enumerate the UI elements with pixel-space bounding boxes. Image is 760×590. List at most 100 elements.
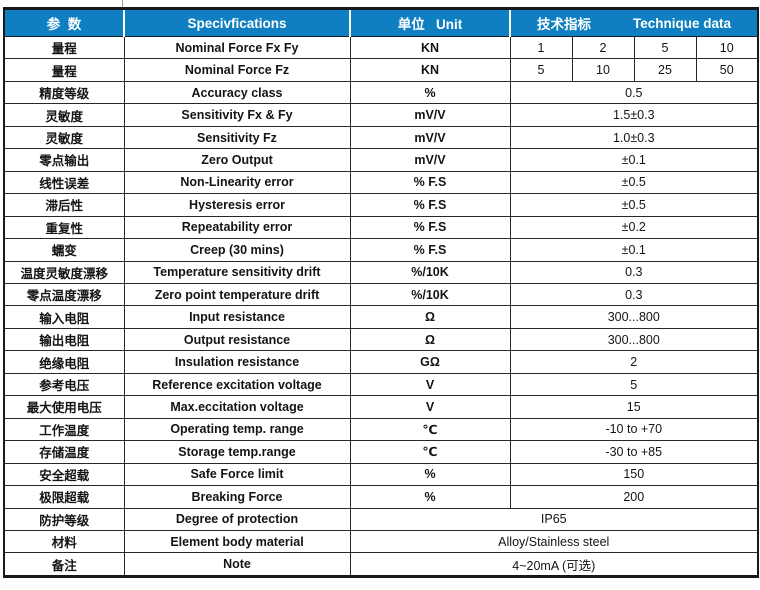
spec-cell: Operating temp. range	[123, 417, 351, 442]
table-row: 线性误差 Non-Linearity error % F.S ±0.5	[3, 170, 759, 195]
table-row: 灵敏度 Sensitivity Fx & Fy mV/V 1.5±0.3	[3, 103, 759, 127]
param-cell: 滞后性	[3, 193, 125, 217]
unit-cell: mV/V	[349, 103, 511, 127]
header-param: 参 数	[3, 8, 124, 37]
param-cell: 零点温度漂移	[3, 282, 125, 307]
value-cell: 10	[571, 58, 635, 82]
header-unit: 单位 Unit	[349, 8, 510, 37]
value-cell: ±0.1	[509, 148, 759, 172]
unit-cell: %	[349, 462, 511, 487]
table-row: 防护等级 Degree of protection IP65	[3, 507, 759, 531]
value-cell: 1	[509, 35, 573, 60]
table-row: 精度等级 Accuracy class % 0.5	[3, 80, 759, 105]
value-cell: 1.0±0.3	[509, 125, 759, 150]
spec-cell: Reference excitation voltage	[123, 372, 351, 397]
unit-cell: % F.S	[349, 170, 511, 195]
value-cell: 5	[509, 372, 759, 397]
value-cell: ±0.2	[509, 215, 759, 240]
unit-cell: %/10K	[349, 282, 511, 307]
value-cell: 0.3	[509, 282, 759, 307]
table-row: 材料 Element body material Alloy/Stainless…	[3, 529, 759, 554]
unit-cell: %	[349, 485, 511, 509]
value-cell: 0.3	[509, 260, 759, 284]
param-cell: 绝缘电阻	[3, 350, 125, 374]
unit-cell: KN	[349, 58, 511, 82]
header-spec-label: Specivfications	[187, 15, 287, 31]
header-data-label-en: Technique data	[633, 15, 732, 31]
table-row: 量程 Nominal Force Fx Fy KN 1 2 5 10	[3, 35, 759, 60]
unit-cell: Ω	[349, 327, 511, 352]
value-cell: 300...800	[509, 305, 759, 329]
spec-cell: Safe Force limit	[123, 462, 351, 487]
spec-cell: Creep (30 mins)	[123, 238, 351, 262]
value-cell: -10 to +70	[509, 417, 759, 442]
param-cell: 参考电压	[3, 372, 125, 397]
merged-value-cell: Alloy/Stainless steel	[349, 529, 759, 554]
param-cell: 量程	[3, 35, 125, 60]
value-cell: -30 to +85	[509, 440, 759, 464]
header-row: 参 数 Specivfications 单位 Unit 技术指标 Techniq…	[3, 8, 759, 37]
value-cell: 10	[695, 35, 759, 60]
param-cell: 蠕变	[3, 238, 125, 262]
unit-cell: ℃	[349, 440, 511, 464]
value-cell: 50	[695, 58, 759, 82]
unit-cell: mV/V	[349, 148, 511, 172]
value-cell: 2	[509, 350, 759, 374]
table-row: 蠕变 Creep (30 mins) % F.S ±0.1	[3, 238, 759, 262]
spec-cell: Element body material	[123, 529, 351, 554]
table-row: 存储温度 Storage temp.range ℃ -30 to +85	[3, 440, 759, 464]
param-cell: 灵敏度	[3, 125, 125, 150]
table-row: 量程 Nominal Force Fz KN 5 10 25 50	[3, 58, 759, 82]
table-row: 温度灵敏度漂移 Temperature sensitivity drift %/…	[3, 260, 759, 284]
spec-cell: Nominal Force Fz	[123, 58, 351, 82]
param-cell: 最大使用电压	[3, 395, 125, 419]
spec-cell: Sensitivity Fz	[123, 125, 351, 150]
param-cell: 输出电阻	[3, 327, 125, 352]
param-cell: 存储温度	[3, 440, 125, 464]
value-cell: ±0.1	[509, 238, 759, 262]
merged-value-cell: 4~20mA (可选)	[349, 552, 759, 577]
spec-cell: Nominal Force Fx Fy	[123, 35, 351, 60]
table-row: 最大使用电压 Max.eccitation voltage V 15	[3, 395, 759, 419]
header-spec: Specivfications	[123, 8, 350, 37]
value-cell: ±0.5	[509, 170, 759, 195]
unit-cell: V	[349, 395, 511, 419]
spec-cell: Accuracy class	[123, 80, 351, 105]
value-cell: 200	[509, 485, 759, 509]
param-cell: 量程	[3, 58, 125, 82]
value-cell: 300...800	[509, 327, 759, 352]
unit-cell: % F.S	[349, 193, 511, 217]
merged-value-cell: IP65	[349, 507, 759, 531]
param-cell: 备注	[3, 552, 125, 577]
param-cell: 温度灵敏度漂移	[3, 260, 125, 284]
column-guide-tick	[122, 0, 123, 8]
unit-cell: % F.S	[349, 238, 511, 262]
spec-cell: Input resistance	[123, 305, 351, 329]
param-cell: 灵敏度	[3, 103, 125, 127]
unit-cell: V	[349, 372, 511, 397]
value-cell: 5	[509, 58, 573, 82]
value-cell: 15	[509, 395, 759, 419]
unit-cell: ℃	[349, 417, 511, 442]
spec-cell: Breaking Force	[123, 485, 351, 509]
param-cell: 线性误差	[3, 170, 125, 195]
spec-cell: Output resistance	[123, 327, 351, 352]
table-row: 零点输出 Zero Output mV/V ±0.1	[3, 148, 759, 172]
table-row: 输出电阻 Output resistance Ω 300...800	[3, 327, 759, 352]
value-cell: ±0.5	[509, 193, 759, 217]
spec-cell: Temperature sensitivity drift	[123, 260, 351, 284]
table-row: 滞后性 Hysteresis error % F.S ±0.5	[3, 193, 759, 217]
unit-cell: GΩ	[349, 350, 511, 374]
table-row: 灵敏度 Sensitivity Fz mV/V 1.0±0.3	[3, 125, 759, 150]
spec-cell: Note	[123, 552, 351, 577]
value-cell: 25	[633, 58, 697, 82]
param-cell: 零点输出	[3, 148, 125, 172]
value-cell: 150	[509, 462, 759, 487]
table-row: 极限超载 Breaking Force % 200	[3, 485, 759, 509]
param-cell: 防护等级	[3, 507, 125, 531]
table-row: 零点温度漂移 Zero point temperature drift %/10…	[3, 282, 759, 307]
spec-cell: Degree of protection	[123, 507, 351, 531]
header-unit-label: 单位 Unit	[397, 17, 463, 32]
header-data-label-cn: 技术指标	[537, 17, 591, 32]
